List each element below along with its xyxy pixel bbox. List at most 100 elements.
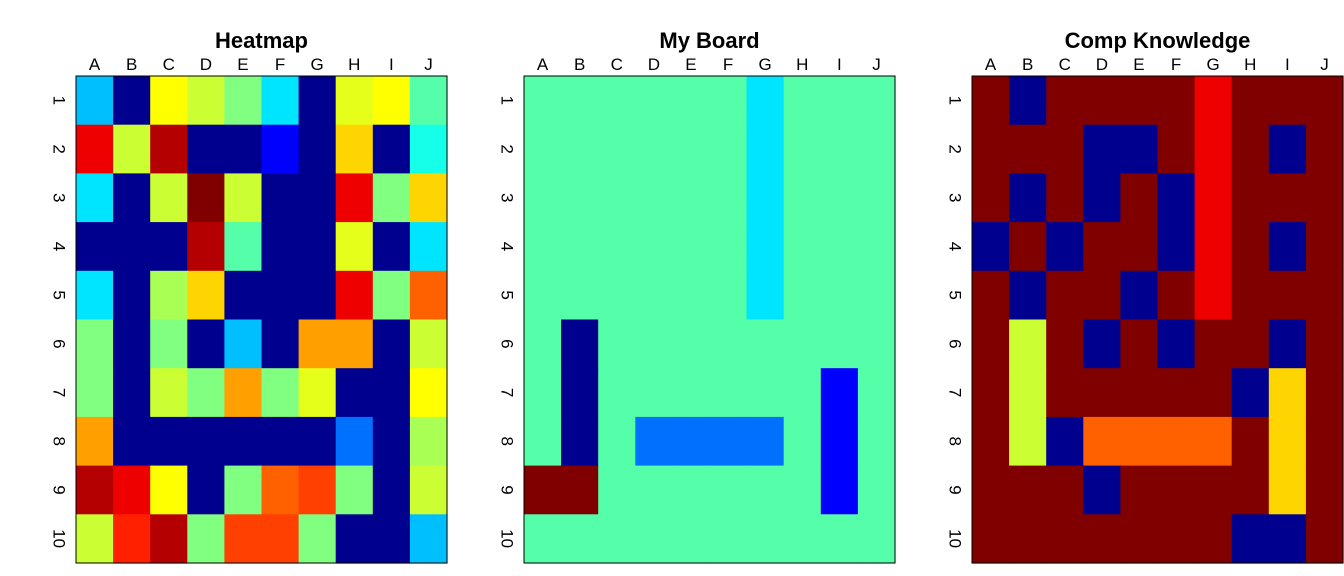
my-board-cell-E3 bbox=[672, 173, 711, 223]
my-board-cell-J3 bbox=[857, 173, 896, 223]
my-board-cell-G2 bbox=[746, 124, 785, 174]
comp-knowledge-cell-A5 bbox=[972, 270, 1010, 321]
comp-knowledge-cell-E3 bbox=[1120, 173, 1159, 223]
heatmap-cell-J3 bbox=[409, 173, 448, 223]
my-board-cell-F3 bbox=[709, 173, 748, 223]
heatmap-cell-B6 bbox=[113, 319, 151, 369]
heatmap-cell-A4 bbox=[76, 222, 114, 272]
my-board-cell-A7 bbox=[524, 368, 562, 418]
comp-knowledge-cell-G9 bbox=[1194, 465, 1233, 515]
my-board-y-tick-label: 10 bbox=[498, 529, 517, 548]
comp-knowledge-cell-H6 bbox=[1231, 319, 1270, 369]
comp-knowledge-cell-C7 bbox=[1046, 368, 1084, 418]
my-board-cell-I8 bbox=[820, 416, 859, 467]
heatmap-x-tick-label: J bbox=[424, 55, 433, 74]
my-board-cell-J9 bbox=[857, 465, 896, 515]
my-board-cell-C5 bbox=[598, 270, 636, 321]
heatmap-cell-E7 bbox=[224, 368, 263, 418]
heatmap-cell-C4 bbox=[150, 222, 188, 272]
my-board-y-tick-label: 2 bbox=[498, 144, 517, 153]
heatmap-cell-C9 bbox=[150, 465, 188, 515]
my-board-plot-frame bbox=[523, 75, 896, 564]
comp-knowledge-cell-B8 bbox=[1009, 416, 1047, 467]
my-board-cell-A5 bbox=[524, 270, 562, 321]
my-board-x-tick-label: I bbox=[837, 55, 842, 74]
comp-knowledge-cell-H1 bbox=[1231, 76, 1270, 126]
my-board-cell-E8 bbox=[672, 416, 711, 467]
heatmap-cell-F1 bbox=[261, 76, 300, 126]
comp-knowledge-cell-H3 bbox=[1231, 173, 1270, 223]
heatmap-cell-I4 bbox=[372, 222, 411, 272]
heatmap-cell-H9 bbox=[335, 465, 374, 515]
my-board-cell-A3 bbox=[524, 173, 562, 223]
my-board-y-tick-label: 1 bbox=[498, 96, 517, 105]
my-board-cell-C6 bbox=[598, 319, 636, 369]
comp-knowledge-cell-I10 bbox=[1268, 514, 1307, 564]
comp-knowledge-cell-A2 bbox=[972, 124, 1010, 174]
heatmap-x-tick-label: I bbox=[389, 55, 394, 74]
my-board-y-tick-label: 6 bbox=[498, 339, 517, 348]
comp-knowledge-cell-C6 bbox=[1046, 319, 1084, 369]
comp-knowledge-cell-E2 bbox=[1120, 124, 1159, 174]
heatmap-cell-E8 bbox=[224, 416, 263, 467]
comp-knowledge-cell-H7 bbox=[1231, 368, 1270, 418]
my-board-cell-E6 bbox=[672, 319, 711, 369]
my-board-cell-A1 bbox=[524, 76, 562, 126]
comp-knowledge-cell-F3 bbox=[1157, 173, 1196, 223]
heatmap-cell-F6 bbox=[261, 319, 300, 369]
my-board-cell-J1 bbox=[857, 76, 896, 126]
comp-knowledge-cell-F5 bbox=[1157, 270, 1196, 321]
heatmap-cell-H2 bbox=[335, 124, 374, 174]
my-board-cell-D4 bbox=[635, 222, 673, 272]
comp-knowledge-cell-J8 bbox=[1305, 416, 1344, 467]
my-board-cell-J6 bbox=[857, 319, 896, 369]
comp-knowledge-y-tick-label: 9 bbox=[946, 485, 965, 494]
my-board-x-tick-label: E bbox=[685, 55, 696, 74]
my-board-cell-H3 bbox=[783, 173, 822, 223]
comp-knowledge-cell-D6 bbox=[1083, 319, 1121, 369]
my-board-y-tick-label: 5 bbox=[498, 290, 517, 299]
heatmap-cell-C2 bbox=[150, 124, 188, 174]
comp-knowledge-cell-I9 bbox=[1268, 465, 1307, 515]
my-board-cell-B8 bbox=[561, 416, 599, 467]
comp-knowledge-cell-D2 bbox=[1083, 124, 1121, 174]
my-board-cell-I6 bbox=[820, 319, 859, 369]
my-board-cell-B5 bbox=[561, 270, 599, 321]
heatmap-y-tick-label: 2 bbox=[50, 144, 69, 153]
heatmap-cell-A2 bbox=[76, 124, 114, 174]
comp-knowledge-y-tick-label: 2 bbox=[946, 144, 965, 153]
heatmap-cell-G7 bbox=[298, 368, 337, 418]
comp-knowledge-y-tick-label: 3 bbox=[946, 193, 965, 202]
comp-knowledge-cell-I3 bbox=[1268, 173, 1307, 223]
heatmap-cell-H5 bbox=[335, 270, 374, 321]
my-board-cell-D2 bbox=[635, 124, 673, 174]
comp-knowledge-cell-G1 bbox=[1194, 76, 1233, 126]
heatmap-cell-B8 bbox=[113, 416, 151, 467]
heatmap-cell-D8 bbox=[187, 416, 225, 467]
heatmap-cell-J10 bbox=[409, 514, 448, 564]
my-board-cell-H2 bbox=[783, 124, 822, 174]
my-board-cell-G7 bbox=[746, 368, 785, 418]
my-board-cell-H7 bbox=[783, 368, 822, 418]
my-board-cell-D5 bbox=[635, 270, 673, 321]
comp-knowledge-cell-B6 bbox=[1009, 319, 1047, 369]
my-board-cell-G6 bbox=[746, 319, 785, 369]
heatmap-cell-E9 bbox=[224, 465, 263, 515]
my-board-cell-G4 bbox=[746, 222, 785, 272]
heatmap-cell-E5 bbox=[224, 270, 263, 321]
heatmap-cell-H10 bbox=[335, 514, 374, 564]
heatmap-x-tick-label: A bbox=[89, 55, 101, 74]
heatmap-cell-D10 bbox=[187, 514, 225, 564]
my-board-y-tick-label: 8 bbox=[498, 437, 517, 446]
my-board-cell-I3 bbox=[820, 173, 859, 223]
comp-knowledge-cell-G2 bbox=[1194, 124, 1233, 174]
comp-knowledge-cell-D9 bbox=[1083, 465, 1121, 515]
heatmap-cell-I10 bbox=[372, 514, 411, 564]
heatmap-cell-G9 bbox=[298, 465, 337, 515]
heatmap-y-tick-label: 4 bbox=[50, 242, 69, 251]
comp-knowledge-cell-C10 bbox=[1046, 514, 1084, 564]
comp-knowledge-cell-I7 bbox=[1268, 368, 1307, 418]
heatmap-cell-A10 bbox=[76, 514, 114, 564]
comp-knowledge-cell-J6 bbox=[1305, 319, 1344, 369]
heatmap-cell-F9 bbox=[261, 465, 300, 515]
